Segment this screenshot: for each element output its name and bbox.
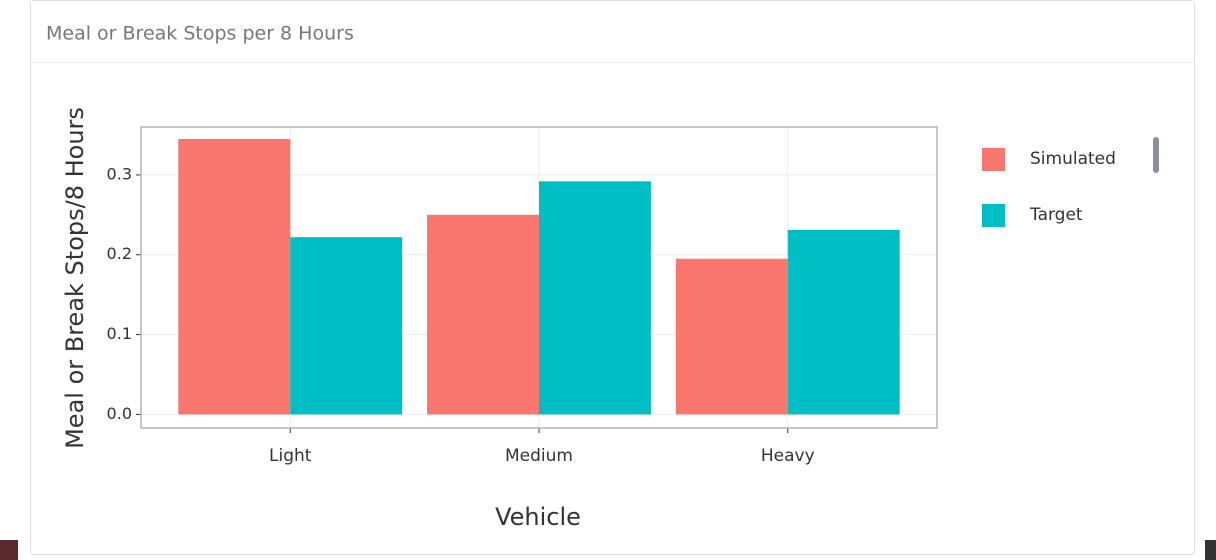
page-edge (1205, 540, 1216, 560)
scrollbar (1153, 137, 1159, 173)
y-tick-label: 0.0 (107, 404, 132, 423)
legend-label: Simulated (1030, 149, 1116, 169)
bar (427, 214, 539, 415)
y-tick-label: 0.3 (107, 164, 132, 183)
page-edge (0, 540, 18, 560)
bar (787, 229, 900, 415)
legend-swatch (982, 204, 1005, 227)
x-tick-label: Medium (505, 446, 573, 466)
bar (290, 237, 403, 415)
bar (178, 138, 291, 415)
y-tick-label: 0.1 (107, 324, 132, 343)
bar (675, 258, 788, 415)
x-tick-label: Heavy (761, 446, 815, 466)
panel-header (31, 1, 1194, 62)
panel-title: Meal or Break Stops per 8 Hours (46, 23, 354, 45)
x-tick-label: Light (269, 446, 312, 466)
y-tick-label: 0.2 (107, 244, 132, 263)
y-axis-title: Meal or Break Stops/8 Hours (61, 107, 89, 449)
bar (539, 181, 651, 415)
legend-swatch (982, 148, 1005, 171)
plot-border (140, 126, 938, 429)
x-axis-title: Vehicle (495, 503, 581, 531)
legend-label: Target (1029, 205, 1083, 225)
